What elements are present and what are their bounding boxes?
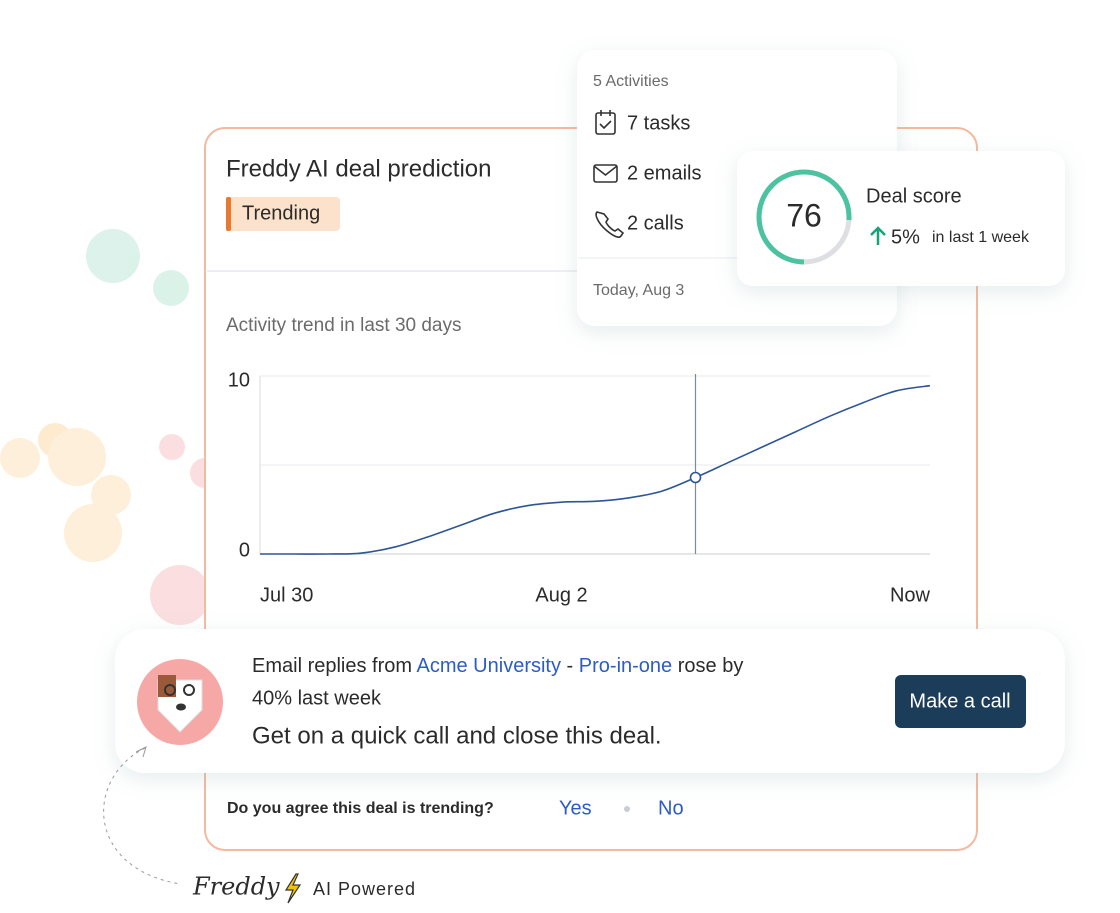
activity-item: 7 tasks bbox=[627, 112, 690, 134]
activities-date: Today, Aug 3 bbox=[593, 282, 684, 299]
insight-text: Email replies from Acme University - Pro… bbox=[252, 655, 743, 677]
score-period: in last 1 week bbox=[932, 229, 1030, 246]
button-label[interactable]: Make a call bbox=[909, 690, 1010, 712]
text: rose by bbox=[678, 655, 744, 677]
y-tick-label: 10 bbox=[228, 369, 250, 391]
x-tick-label: Now bbox=[890, 584, 931, 606]
link[interactable]: Pro-in-one bbox=[579, 655, 672, 677]
x-tick-label: Aug 2 bbox=[535, 584, 587, 606]
feedback-question: Do you agree this deal is trending? bbox=[227, 800, 494, 817]
activity-item: 2 emails bbox=[627, 162, 701, 184]
badge-accent bbox=[226, 197, 231, 231]
text: - bbox=[567, 655, 574, 677]
dashed-arrow bbox=[103, 747, 181, 885]
trend-line bbox=[260, 384, 931, 555]
text: Email replies from bbox=[252, 655, 412, 677]
brand: Freddy bbox=[192, 873, 280, 901]
activities-title: 5 Activities bbox=[593, 73, 669, 90]
activity-icons bbox=[593, 110, 625, 238]
y-tick-label: 0 bbox=[239, 539, 250, 561]
x-tick-label: Jul 30 bbox=[260, 584, 313, 606]
no-button[interactable]: No bbox=[658, 797, 684, 819]
lightning-icon bbox=[284, 873, 302, 904]
activity-item: 2 calls bbox=[627, 212, 684, 234]
avatar-dog bbox=[157, 675, 203, 733]
score-label: Deal score bbox=[866, 185, 962, 207]
separator-dot bbox=[624, 806, 630, 812]
chart: 0 10 Jul 30 Aug 2 Now bbox=[228, 369, 931, 606]
badge bbox=[226, 197, 340, 231]
make-call-button[interactable] bbox=[895, 675, 1026, 728]
insight-text: 40% last week bbox=[252, 687, 382, 709]
tagline: AI Powered bbox=[313, 879, 416, 899]
deal-score-card bbox=[737, 151, 1065, 286]
hover-point bbox=[689, 471, 702, 484]
score-arc bbox=[756, 169, 852, 265]
up-arrow bbox=[870, 226, 886, 245]
badge-text: Trending bbox=[242, 202, 320, 224]
card-title: Freddy AI deal prediction bbox=[226, 155, 492, 182]
decor-bubbles bbox=[0, 229, 220, 625]
yes-button[interactable]: Yes bbox=[559, 797, 592, 819]
score-change: 5% bbox=[891, 226, 920, 248]
insight-card bbox=[115, 629, 1065, 773]
chart-title: Activity trend in last 30 days bbox=[226, 315, 462, 336]
arrow-head bbox=[135, 746, 147, 758]
link[interactable]: Acme University bbox=[417, 655, 561, 677]
score-value: 76 bbox=[786, 197, 822, 233]
insight-action: Get on a quick call and close this deal. bbox=[252, 722, 662, 749]
